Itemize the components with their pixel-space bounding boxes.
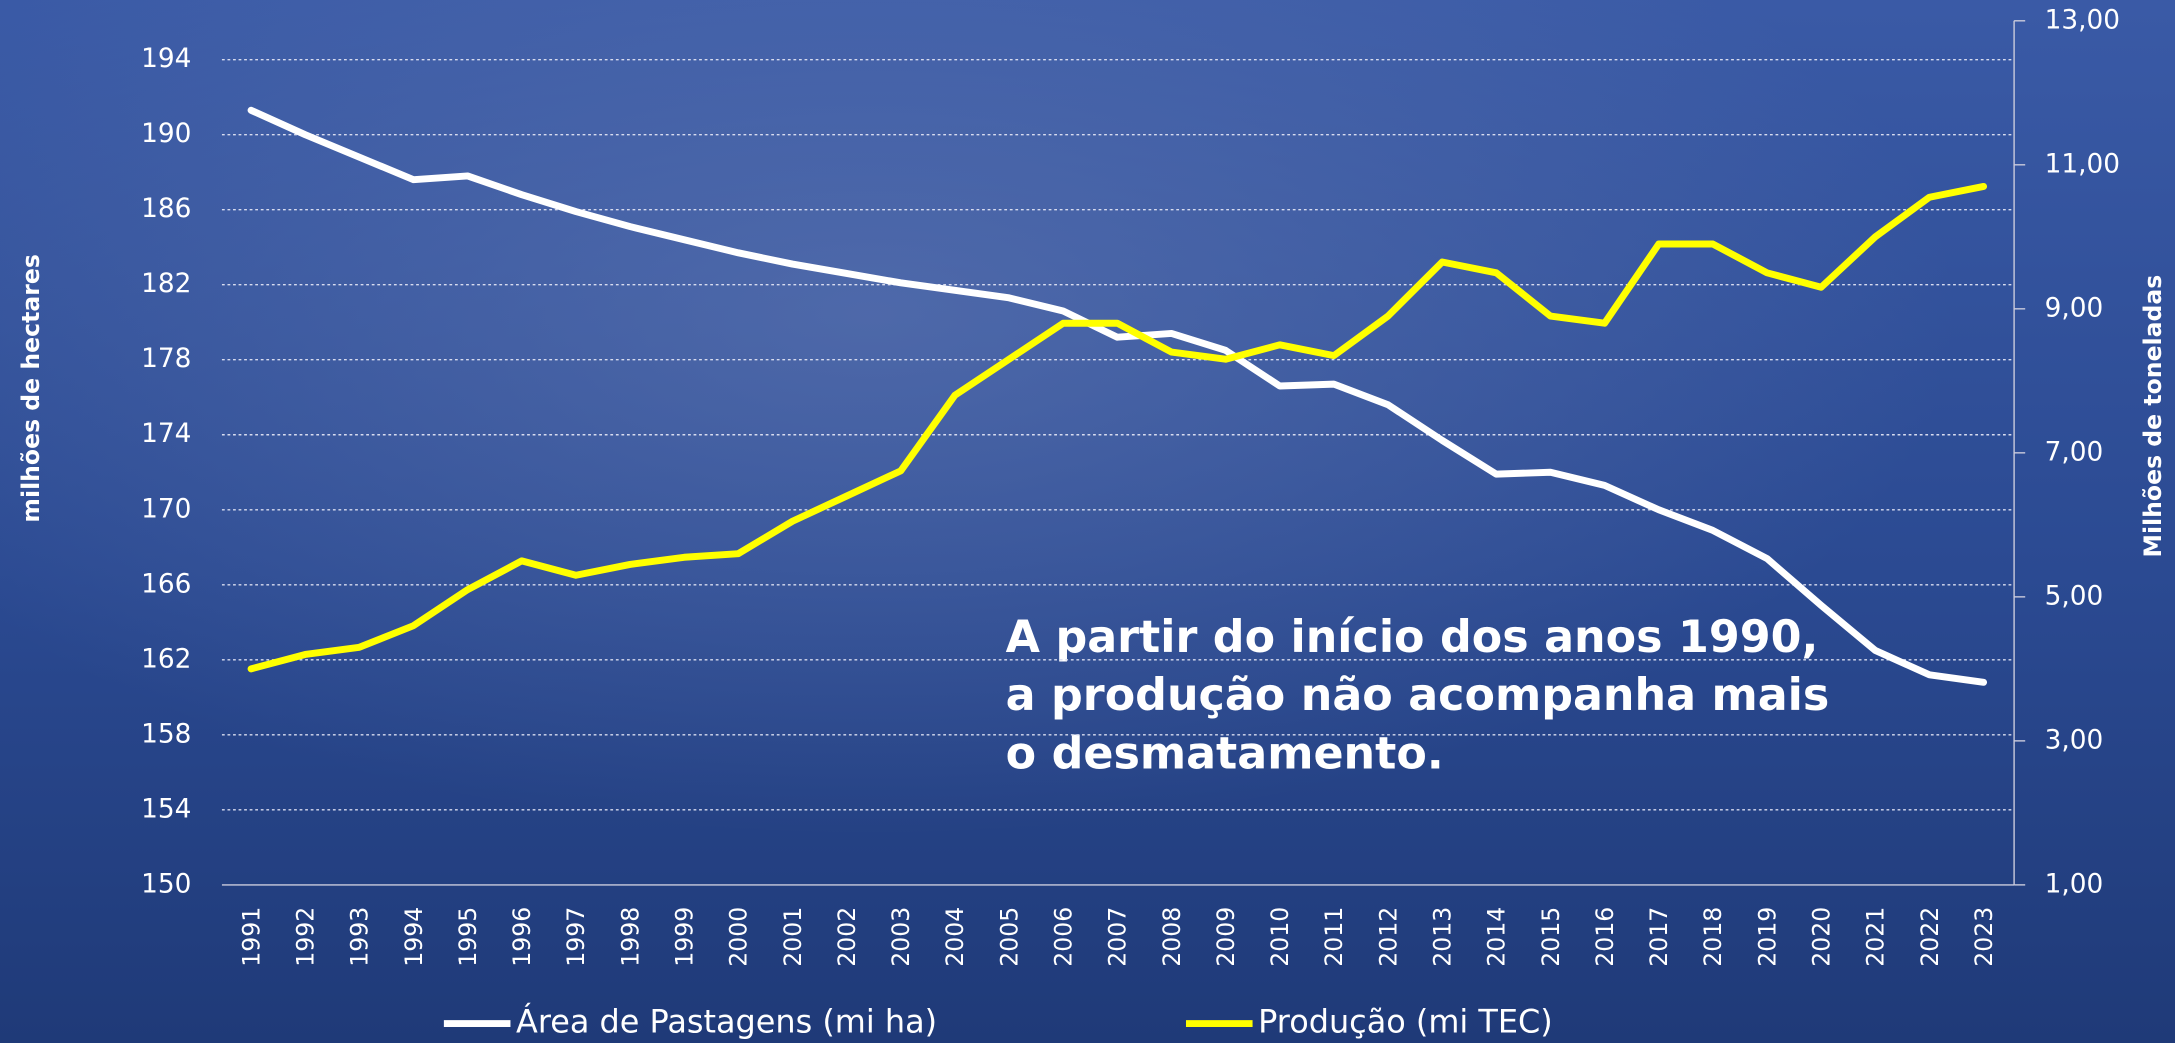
x-tick-label: 2002	[833, 907, 861, 967]
x-tick-label: 2019	[1753, 907, 1781, 967]
x-tick-label: 2011	[1320, 907, 1348, 967]
x-tick-label: 2009	[1212, 907, 1240, 967]
x-tick-label: 1997	[562, 907, 590, 967]
x-tick-label: 2007	[1104, 907, 1132, 967]
annotation-line: o desmatamento.	[1006, 728, 1444, 779]
y2-tick-label: 7,00	[2045, 437, 2104, 467]
x-tick-label: 2023	[1970, 907, 1998, 967]
y-tick-label: 150	[141, 869, 191, 899]
y2-tick-label: 1,00	[2045, 869, 2104, 899]
y-tick-label: 178	[141, 344, 191, 374]
x-tick-label: 2018	[1699, 907, 1727, 967]
x-tick-label: 2000	[725, 907, 753, 967]
annotation: A partir do início dos anos 1990, a produ…	[1006, 612, 1830, 780]
x-tick-label: 2014	[1483, 907, 1511, 967]
x-tick-label: 2004	[941, 907, 969, 967]
y-tick-label: 186	[141, 194, 191, 224]
y2-tick-label: 9,00	[2045, 293, 2104, 323]
y-tick-label: 154	[141, 794, 191, 824]
annotation-line: a produção não acompanha mais	[1006, 670, 1830, 721]
annotation-line: A partir do início dos anos 1990,	[1006, 612, 1819, 663]
x-tick-label: 2013	[1428, 907, 1456, 967]
x-tick-label: 1994	[400, 907, 428, 967]
y-tick-label: 190	[141, 119, 191, 149]
series-line	[247, 182, 1988, 673]
x-tick-label: 1998	[616, 907, 644, 967]
x-tick-label: 2003	[887, 907, 915, 967]
legend-label: Área de Pastagens (mi ha)	[516, 1003, 937, 1041]
y2-tick-label: 5,00	[2045, 581, 2104, 611]
x-tick-label: 1993	[346, 907, 374, 967]
x-tick-label: 2016	[1591, 907, 1619, 967]
x-tick-label: 2020	[1807, 907, 1835, 967]
x-tick-label: 1995	[454, 907, 482, 967]
series-line	[247, 106, 1988, 686]
y2-tick-label: 3,00	[2045, 725, 2104, 755]
y2-axis-title: Milhões de toneladas	[2139, 275, 2167, 558]
x-tick-label: 2006	[1050, 907, 1078, 967]
y2-tick-label: 13,00	[2045, 5, 2120, 35]
y-tick-label: 166	[141, 569, 191, 599]
y-axis-title: milhões de hectares	[17, 254, 45, 522]
y-tick-label: 194	[141, 44, 191, 74]
x-tick-label: 2010	[1266, 907, 1294, 967]
x-tick-label: 2005	[995, 907, 1023, 967]
x-tick-label: 1991	[237, 907, 265, 967]
x-tick-label: 1992	[292, 907, 320, 967]
y-tick-label: 162	[141, 644, 191, 674]
x-tick-label: 2021	[1862, 907, 1890, 967]
y-tick-label: 174	[141, 419, 191, 449]
x-tick-label: 1996	[508, 907, 536, 967]
x-tick-label: 2022	[1916, 907, 1944, 967]
y-tick-label: 170	[141, 494, 191, 524]
y-tick-label: 158	[141, 719, 191, 749]
y2-tick-label: 11,00	[2045, 149, 2120, 179]
y-tick-label: 182	[141, 269, 191, 299]
legend-label: Produção (mi TEC)	[1258, 1003, 1553, 1041]
x-tick-label: 2001	[779, 907, 807, 967]
x-tick-label: 2015	[1537, 907, 1565, 967]
x-tick-label: 1999	[671, 907, 699, 967]
x-tick-label: 2017	[1645, 907, 1673, 967]
x-tick-label: 2008	[1158, 907, 1186, 967]
x-tick-label: 2012	[1374, 907, 1402, 967]
